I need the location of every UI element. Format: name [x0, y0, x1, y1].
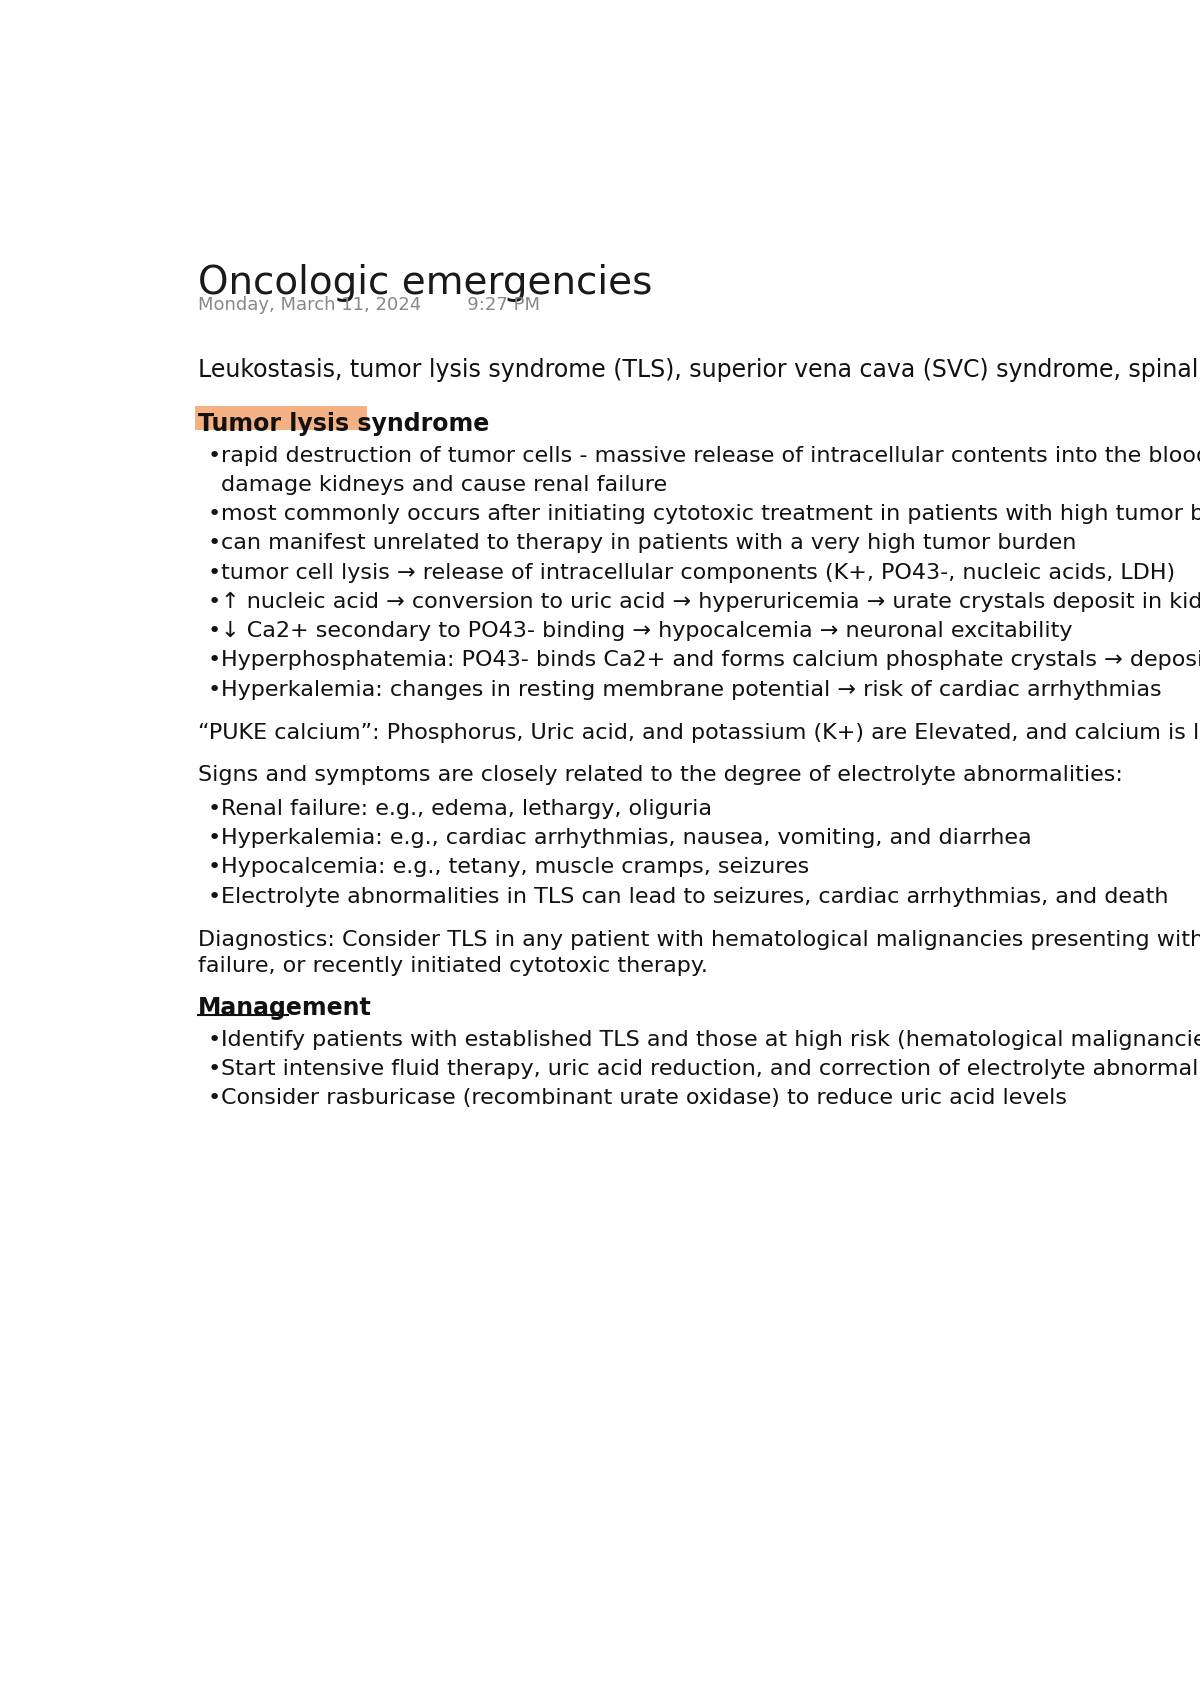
Text: •: • — [208, 593, 221, 611]
Text: Diagnostics: Consider TLS in any patient with hematological malignancies present: Diagnostics: Consider TLS in any patient… — [198, 931, 1200, 949]
Text: Consider rasburicase (recombinant urate oxidase) to reduce uric acid levels: Consider rasburicase (recombinant urate … — [221, 1088, 1067, 1109]
Text: damage kidneys and cause renal failure: damage kidneys and cause renal failure — [221, 475, 667, 494]
Text: Renal failure: e.g., edema, lethargy, oliguria: Renal failure: e.g., edema, lethargy, ol… — [221, 800, 713, 818]
Text: Oncologic emergencies: Oncologic emergencies — [198, 263, 653, 302]
FancyBboxPatch shape — [194, 406, 367, 430]
Text: Electrolyte abnormalities in TLS can lead to seizures, cardiac arrhythmias, and : Electrolyte abnormalities in TLS can lea… — [221, 886, 1169, 907]
Text: ↓ Ca2+ secondary to PO43- binding → hypocalcemia → neuronal excitability: ↓ Ca2+ secondary to PO43- binding → hypo… — [221, 621, 1073, 642]
Text: Signs and symptoms are closely related to the degree of electrolyte abnormalitie: Signs and symptoms are closely related t… — [198, 766, 1123, 784]
Text: •: • — [208, 886, 221, 907]
Text: Identify patients with established TLS and those at high risk (hematological mal: Identify patients with established TLS a… — [221, 1031, 1200, 1049]
Text: can manifest unrelated to therapy in patients with a very high tumor burden: can manifest unrelated to therapy in pat… — [221, 533, 1076, 554]
Text: ↑ nucleic acid → conversion to uric acid → hyperuricemia → urate crystals deposi: ↑ nucleic acid → conversion to uric acid… — [221, 593, 1200, 611]
Text: •: • — [208, 829, 221, 849]
Text: •: • — [208, 650, 221, 671]
Text: •: • — [208, 857, 221, 878]
Text: most commonly occurs after initiating cytotoxic treatment in patients with high : most commonly occurs after initiating cy… — [221, 504, 1200, 525]
Text: Hypocalcemia: e.g., tetany, muscle cramps, seizures: Hypocalcemia: e.g., tetany, muscle cramp… — [221, 857, 810, 878]
Text: •: • — [208, 679, 221, 700]
Text: •: • — [208, 504, 221, 525]
Text: Tumor lysis syndrome: Tumor lysis syndrome — [198, 411, 490, 436]
Text: •: • — [208, 1060, 221, 1080]
Text: “PUKE calcium”: Phosphorus, Uric acid, and potassium (K+) are Elevated, and calc: “PUKE calcium”: Phosphorus, Uric acid, a… — [198, 723, 1200, 742]
Text: Management: Management — [198, 997, 372, 1020]
Text: •: • — [208, 621, 221, 642]
Text: •: • — [208, 445, 221, 465]
Text: Hyperphosphatemia: PO43- binds Ca2+ and forms calcium phosphate crystals → depos: Hyperphosphatemia: PO43- binds Ca2+ and … — [221, 650, 1200, 671]
Text: •: • — [208, 533, 221, 554]
Text: tumor cell lysis → release of intracellular components (K+, PO43-, nucleic acids: tumor cell lysis → release of intracellu… — [221, 562, 1176, 582]
Text: •: • — [208, 1031, 221, 1049]
Text: Monday, March 11, 2024        9:27 PM: Monday, March 11, 2024 9:27 PM — [198, 295, 540, 314]
Text: failure, or recently initiated cytotoxic therapy.: failure, or recently initiated cytotoxic… — [198, 956, 708, 976]
Text: •: • — [208, 562, 221, 582]
Text: Hyperkalemia: changes in resting membrane potential → risk of cardiac arrhythmia: Hyperkalemia: changes in resting membran… — [221, 679, 1162, 700]
Text: Leukostasis, tumor lysis syndrome (TLS), superior vena cava (SVC) syndrome, spin: Leukostasis, tumor lysis syndrome (TLS),… — [198, 358, 1200, 382]
Text: •: • — [208, 800, 221, 818]
Text: Hyperkalemia: e.g., cardiac arrhythmias, nausea, vomiting, and diarrhea: Hyperkalemia: e.g., cardiac arrhythmias,… — [221, 829, 1032, 849]
Text: rapid destruction of tumor cells - massive release of intracellular contents int: rapid destruction of tumor cells - massi… — [221, 445, 1200, 465]
Text: •: • — [208, 1088, 221, 1109]
Text: Start intensive fluid therapy, uric acid reduction, and correction of electrolyt: Start intensive fluid therapy, uric acid… — [221, 1060, 1200, 1080]
